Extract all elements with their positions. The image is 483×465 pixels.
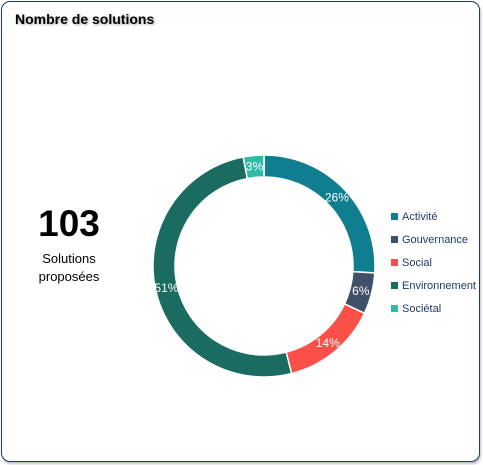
legend-item-gouvernance: Gouvernance [391,228,476,251]
legend-item-societal: Sociétal [391,297,476,320]
legend-item-social: Social [391,251,476,274]
legend-swatch [391,305,398,312]
donut-slice-environnement [152,156,293,378]
kpi-value: 103 [38,203,100,244]
data-label-societal: 3% [246,159,264,173]
donut-slice-activite [263,154,376,274]
legend-label: Sociétal [402,302,442,315]
kpi-block: 103 Solutions proposées [20,202,118,286]
data-label-activite: 26% [325,191,349,205]
legend-item-environnement: Environnement [391,274,476,297]
legend-item-activite: Activité [391,205,476,228]
data-label-gouvernance: 6% [352,284,370,298]
legend-label: Gouvernance [402,233,469,246]
chart-legend: Activité Gouvernance Social Environnement So… [391,205,476,320]
legend-swatch [391,236,398,243]
legend-label: Social [402,256,432,269]
legend-label: Environnement [402,279,476,292]
card-title: Nombre de solutions [15,11,155,27]
legend-swatch [391,282,398,289]
kpi-label: Solutions proposées [38,251,100,284]
legend-label: Activité [402,210,438,223]
data-label-environnement: 51% [154,281,178,295]
legend-swatch [391,213,398,220]
donut-slice-societal [242,154,265,180]
legend-swatch [391,259,398,266]
data-label-social: 14% [316,336,340,350]
